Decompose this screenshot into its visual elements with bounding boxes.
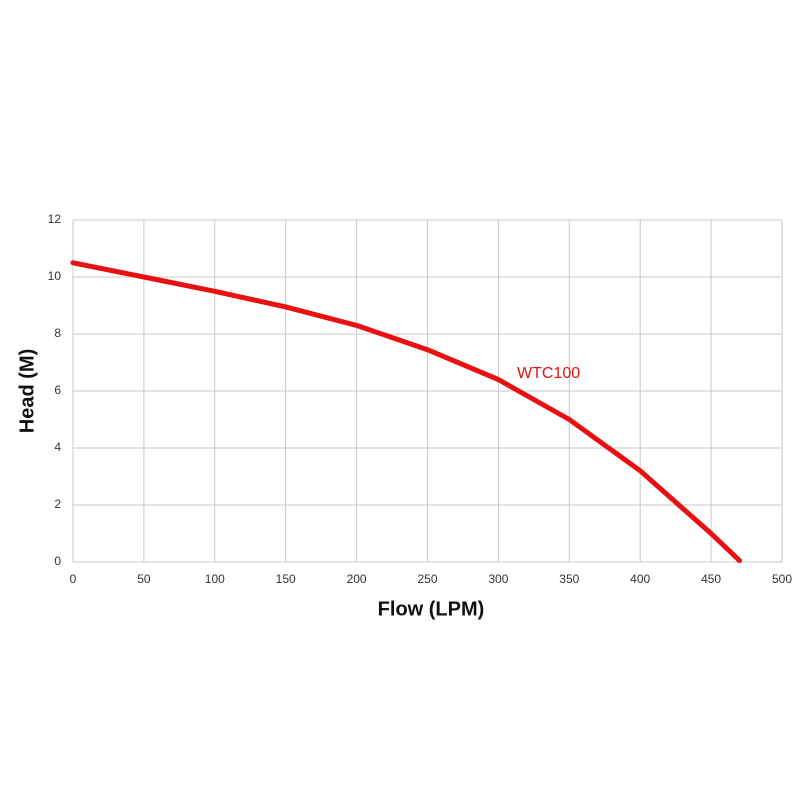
y-tick-label: 6	[54, 383, 61, 397]
x-tick-label: 250	[417, 572, 437, 586]
x-tick-label: 50	[137, 572, 151, 586]
x-tick-label: 300	[488, 572, 508, 586]
x-tick-label: 400	[630, 572, 650, 586]
y-tick-label: 0	[54, 554, 61, 568]
y-tick-label: 2	[54, 497, 61, 511]
x-tick-label: 200	[347, 572, 367, 586]
x-tick-label: 100	[205, 572, 225, 586]
y-tick-label: 8	[54, 326, 61, 340]
x-tick-label: 350	[559, 572, 579, 586]
series-label: WTC100	[517, 365, 580, 382]
y-tick-label: 4	[54, 440, 61, 454]
x-tick-label: 150	[276, 572, 296, 586]
x-tick-label: 500	[772, 572, 792, 586]
x-axis-title: Flow (LPM)	[378, 598, 485, 620]
x-tick-label: 450	[701, 572, 721, 586]
y-tick-label: 10	[48, 269, 62, 283]
series-line	[70, 260, 742, 564]
y-axis-title: Head (M)	[16, 349, 38, 433]
x-tick-label: 0	[70, 572, 77, 586]
y-tick-label: 12	[48, 212, 62, 226]
